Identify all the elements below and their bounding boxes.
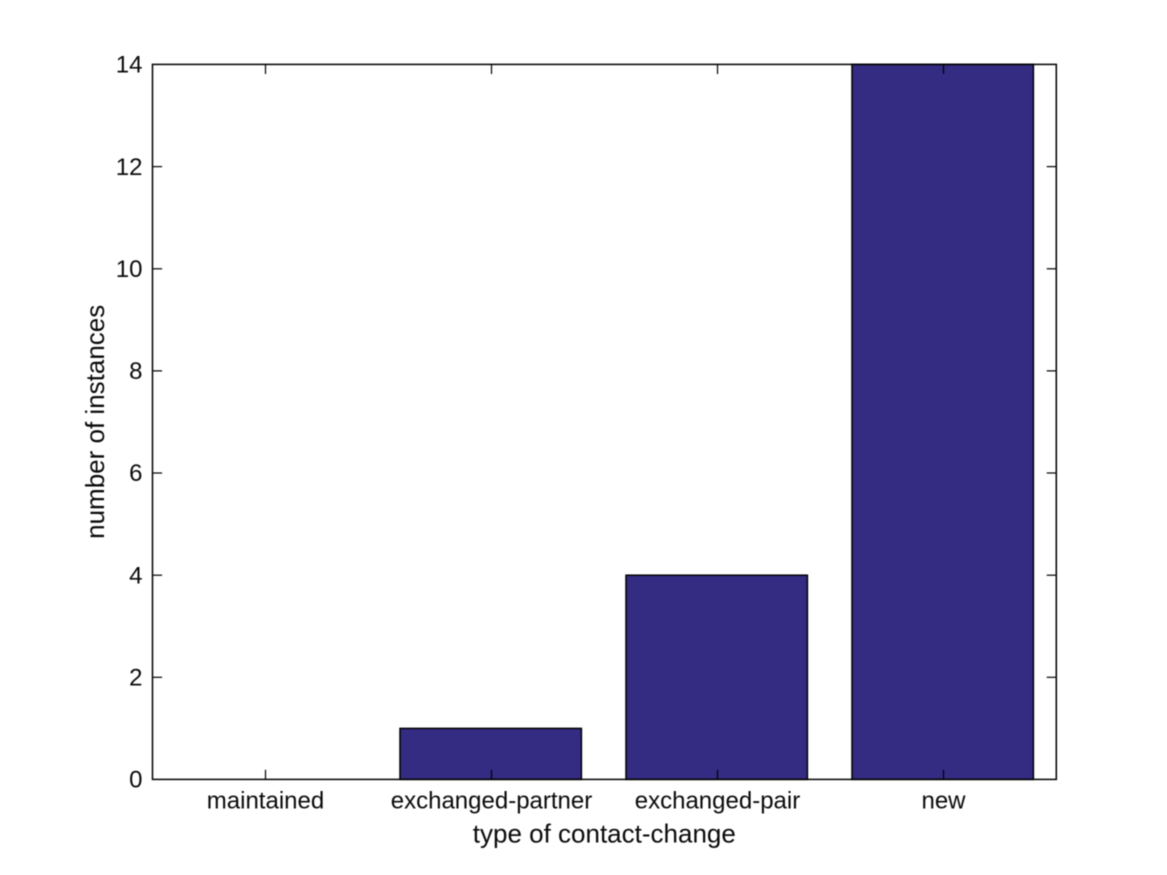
svg-text:exchanged-partner: exchanged-partner	[391, 788, 592, 815]
svg-text:0: 0	[129, 767, 142, 794]
svg-text:4: 4	[129, 562, 142, 589]
svg-text:10: 10	[116, 256, 143, 283]
svg-text:number of instances: number of instances	[80, 305, 110, 539]
svg-text:exchanged-pair: exchanged-pair	[635, 788, 800, 815]
svg-text:type of contact-change: type of contact-change	[473, 819, 736, 849]
svg-text:12: 12	[116, 154, 143, 181]
svg-text:maintained: maintained	[207, 788, 324, 815]
svg-text:8: 8	[129, 358, 142, 385]
svg-text:14: 14	[116, 52, 143, 79]
svg-text:new: new	[921, 788, 966, 815]
svg-text:6: 6	[129, 460, 142, 487]
svg-text:2: 2	[129, 665, 142, 692]
